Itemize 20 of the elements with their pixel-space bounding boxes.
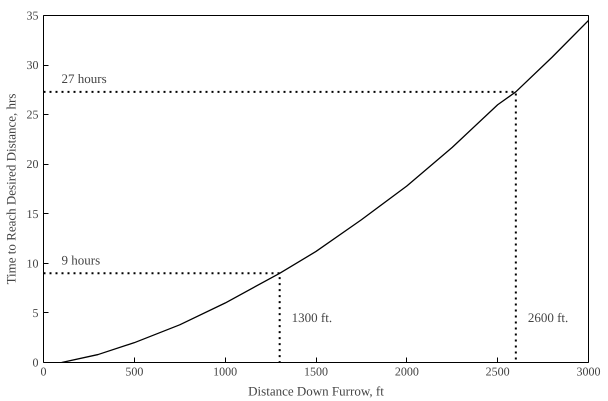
x-tick-label: 3000	[576, 364, 600, 378]
x-tick-label: 500	[125, 364, 144, 378]
y-tick-label: 5	[32, 306, 38, 320]
y-tick-label: 15	[26, 206, 38, 221]
y-tick-label: 10	[26, 256, 38, 270]
annotation: 9 hours	[62, 252, 100, 268]
x-axis-title: Distance Down Furrow, ft	[248, 384, 384, 398]
y-tick-label: 30	[26, 58, 38, 72]
x-tick-label: 1500	[304, 364, 328, 378]
y-axis-title: Time to Reach Desired Distance, hrs	[4, 94, 18, 284]
y-tick-label: 35	[26, 8, 38, 22]
x-tick-label: 2000	[394, 364, 419, 378]
x-tick-label: 1000	[213, 364, 238, 378]
y-tick-label: 25	[26, 108, 38, 122]
y-tick-label: 20	[26, 157, 38, 172]
y-tick-label: 0	[32, 356, 38, 370]
x-tick-label: 2500	[486, 364, 510, 378]
annotation: 27 hours	[62, 70, 107, 86]
annotation: 1300 ft.	[292, 310, 332, 325]
annotation: 2600 ft.	[528, 310, 568, 325]
